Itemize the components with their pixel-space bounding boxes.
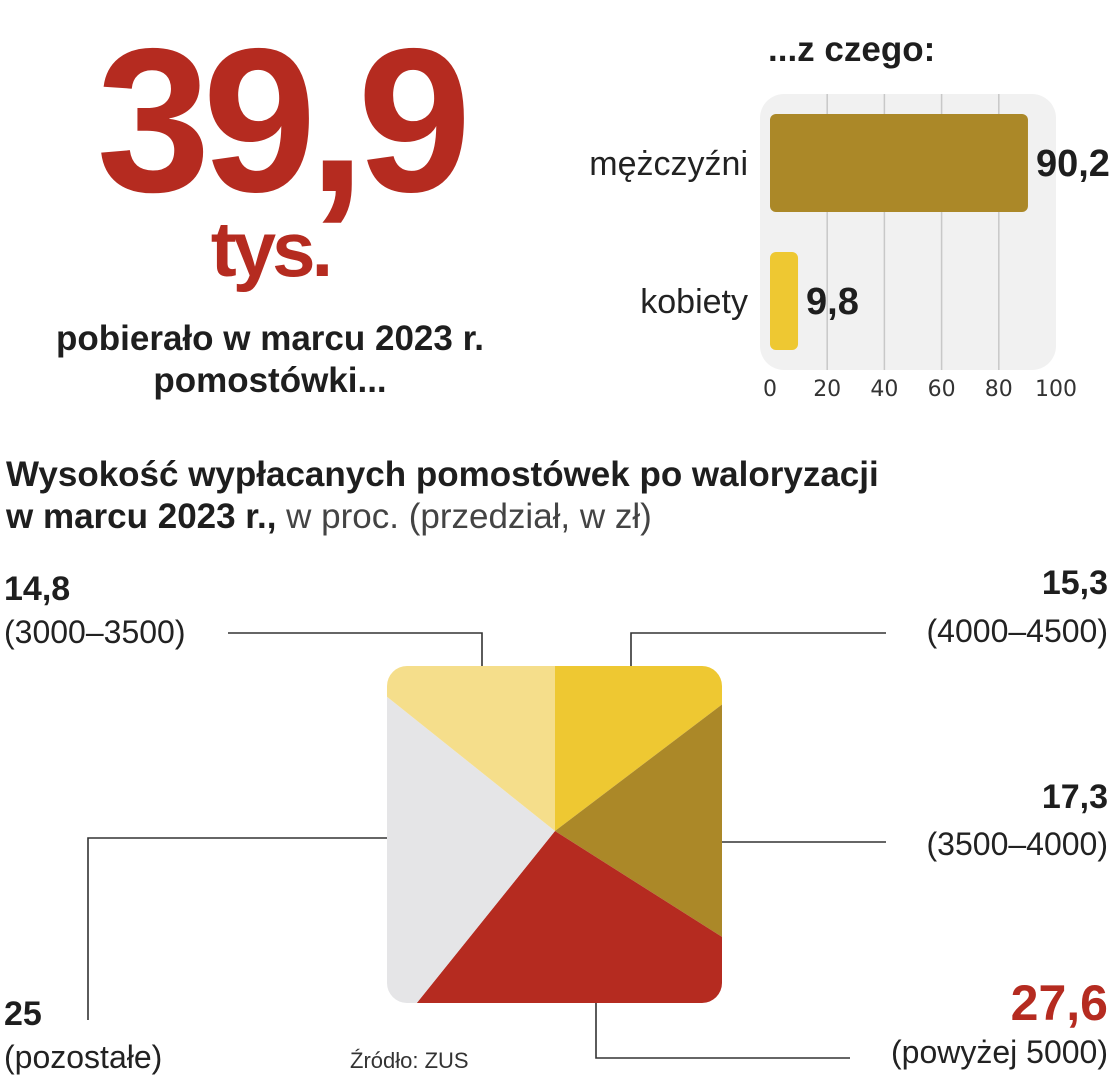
slice-range-3500-4000: (3500–4000)	[926, 826, 1108, 862]
pie-slice-0	[555, 666, 722, 831]
bar-chart: 0 20 40 60 80 100 mężczyźni 90,2 kobiety 9,8	[589, 94, 1110, 402]
pie-slice-3	[387, 688, 555, 1003]
pie-slice-2	[408, 831, 722, 1003]
headline-caption: pobierało w marcu 2023 r. pomostówki...	[20, 318, 520, 402]
bar-0	[770, 114, 1028, 212]
bar-tick-label: 100	[1035, 377, 1077, 402]
slice-value-3500-4000: 17,3	[1041, 778, 1108, 816]
source-note: Źródło: ZUS	[350, 1048, 469, 1073]
pie-slice-1	[555, 696, 722, 944]
label-pozostale: 25 (pozostałe)	[4, 997, 162, 1073]
pie-title-line-1: Wysokość wypłacanych pomostówek po walor…	[6, 455, 879, 494]
leader-line	[228, 632, 483, 666]
bar-category-label: kobiety	[640, 283, 748, 321]
bar-chart-title: ...z czego:	[768, 30, 936, 69]
slice-value-3000-3500: 14,8	[4, 570, 71, 608]
leader-line	[87, 837, 387, 1020]
label-3500-4000: 17,3 (3500–4000)	[927, 780, 1108, 860]
label-3000-3500: 14,8 (3000–3500)	[4, 572, 185, 648]
pie-chart-title: Wysokość wypłacanych pomostówek po walor…	[6, 454, 879, 538]
slice-range-pozostale: (pozostałe)	[4, 1039, 163, 1075]
leader-line	[630, 632, 886, 666]
headline-unit: tys.	[210, 205, 333, 293]
leader-line	[595, 1003, 850, 1059]
slice-range-4000-4500: (4000–4500)	[926, 613, 1108, 649]
slice-range-3000-3500: (3000–3500)	[4, 614, 186, 650]
headline-value: 39,9	[96, 6, 472, 235]
bar-tick-label: 0	[763, 377, 777, 402]
bar-category-label: mężczyźni	[589, 145, 748, 183]
bar-1	[770, 252, 799, 350]
slice-value-pozostale: 25	[4, 995, 42, 1033]
bar-tick-label: 80	[985, 377, 1013, 402]
slice-range-powyzej-5000: (powyżej 5000)	[891, 1034, 1108, 1070]
bar-value-label: 9,8	[806, 281, 859, 323]
bar-tick-label: 20	[813, 377, 841, 402]
bar-value-label: 90,2	[1036, 143, 1110, 185]
label-4000-4500: 15,3 (4000–4500)	[927, 566, 1108, 647]
pie-slice-4	[387, 666, 555, 831]
slice-value-powyzej-5000: 27,6	[1010, 975, 1108, 1031]
pie-title-suffix: w proc. (przedział, w zł)	[276, 497, 652, 536]
bar-tick-label: 40	[870, 377, 898, 402]
bar-tick-label: 60	[928, 377, 956, 402]
caption-line-1: pobierało w marcu 2023 r.	[56, 319, 484, 358]
caption-line-2: pomostówki...	[153, 361, 387, 400]
slice-value-4000-4500: 15,3	[1041, 564, 1108, 602]
label-powyzej-5000: 27,6 (powyżej 5000)	[891, 978, 1108, 1068]
pie-title-line-2: w marcu 2023 r.,	[6, 497, 277, 536]
